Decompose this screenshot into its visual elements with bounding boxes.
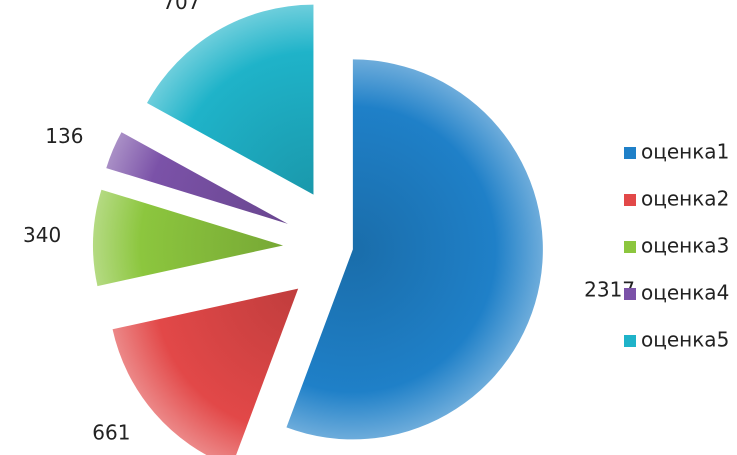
data-label: 661 bbox=[92, 421, 130, 445]
data-label: 707 bbox=[162, 0, 200, 14]
legend-swatch bbox=[624, 288, 636, 300]
pie-slice bbox=[93, 189, 284, 287]
legend-label: оценка4 bbox=[641, 281, 729, 305]
legend-label: оценка3 bbox=[641, 234, 729, 258]
legend-label: оценка2 bbox=[641, 187, 729, 211]
legend-swatch bbox=[624, 241, 636, 253]
legend-label: оценка1 bbox=[641, 140, 729, 164]
pie-slice bbox=[147, 4, 314, 195]
data-label: 340 bbox=[23, 223, 61, 247]
legend-label: оценка5 bbox=[641, 328, 729, 352]
data-label: 136 bbox=[45, 124, 83, 148]
legend-swatch bbox=[624, 335, 636, 347]
pie-slice bbox=[112, 288, 299, 455]
legend-swatch bbox=[624, 147, 636, 159]
pie-slice bbox=[286, 59, 543, 440]
legend-swatch bbox=[624, 194, 636, 206]
pie-slice bbox=[106, 132, 288, 224]
